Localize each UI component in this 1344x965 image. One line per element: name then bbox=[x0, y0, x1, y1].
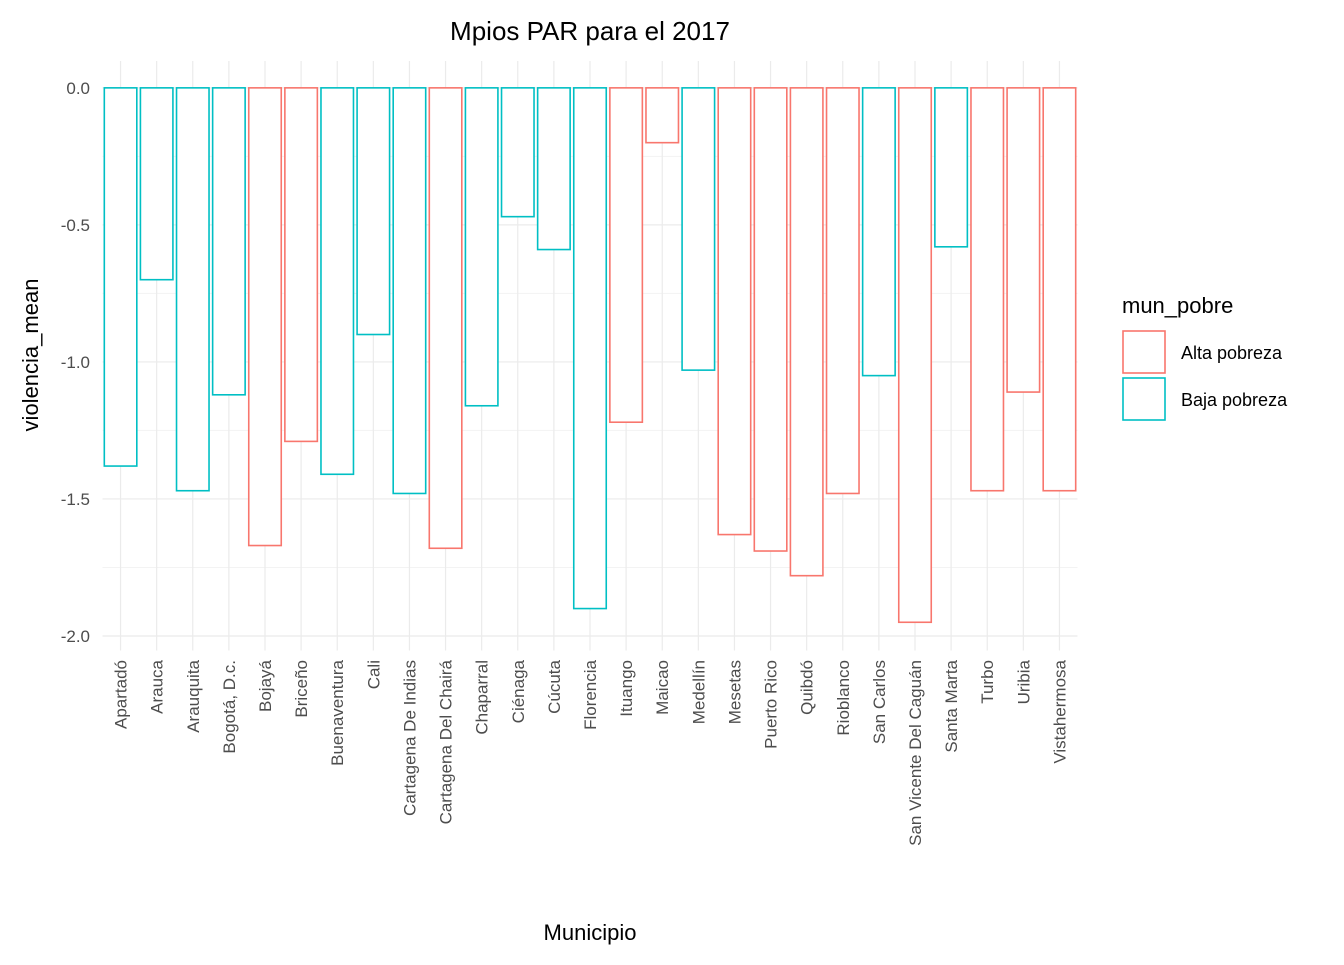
x-tick-label: Cartagena Del Chairá bbox=[437, 659, 456, 824]
y-tick-label: 0.0 bbox=[66, 79, 90, 98]
x-tick-label: Arauquita bbox=[184, 659, 203, 732]
x-tick-label: Ciénaga bbox=[509, 659, 528, 723]
x-tick-label: San Vicente Del Caguán bbox=[906, 660, 925, 846]
x-tick-label: Turbo bbox=[978, 660, 997, 704]
chart-title: Mpios PAR para el 2017 bbox=[450, 16, 730, 46]
bar bbox=[320, 87, 355, 476]
x-tick-label: Chaparral bbox=[473, 660, 492, 735]
bar bbox=[970, 87, 1005, 492]
x-tick-label: Medellín bbox=[689, 660, 708, 724]
bar bbox=[464, 87, 499, 407]
bar bbox=[139, 87, 174, 281]
x-tick-label: Bogotá, D.c. bbox=[220, 660, 239, 754]
x-tick-label: Briceño bbox=[292, 660, 311, 718]
bar bbox=[717, 87, 752, 536]
x-tick-label: Mesetas bbox=[725, 660, 744, 724]
x-tick-label: Bojayá bbox=[256, 659, 275, 712]
bar bbox=[645, 87, 680, 144]
x-tick-label: Ituango bbox=[617, 660, 636, 717]
bar bbox=[211, 87, 246, 396]
x-tick-label: Rioblanco bbox=[834, 660, 853, 736]
x-tick-label: San Carlos bbox=[870, 660, 889, 744]
legend-title: mun_pobre bbox=[1122, 293, 1233, 318]
x-tick-label: Vistahermosa bbox=[1050, 659, 1069, 763]
bar bbox=[175, 87, 210, 492]
x-tick-label: Cartagena De Indias bbox=[400, 660, 419, 816]
bar bbox=[392, 87, 427, 495]
bar bbox=[247, 87, 283, 547]
x-tick-label: Buenaventura bbox=[328, 659, 347, 765]
bar bbox=[897, 87, 933, 624]
x-tick-label: Cali bbox=[364, 660, 383, 689]
x-tick-label: Apartadó bbox=[112, 660, 131, 729]
x-axis-title: Municipio bbox=[544, 920, 637, 945]
legend-key bbox=[1122, 377, 1166, 421]
bar bbox=[681, 87, 716, 371]
x-tick-label: Maicao bbox=[653, 660, 672, 715]
bar bbox=[825, 87, 860, 495]
bar bbox=[356, 87, 391, 336]
legend-label: Alta pobreza bbox=[1181, 343, 1283, 363]
bar bbox=[572, 87, 608, 610]
x-tick-label: Cúcuta bbox=[545, 659, 564, 713]
bar bbox=[500, 87, 535, 218]
bar bbox=[861, 87, 896, 377]
bar bbox=[103, 87, 138, 467]
x-tick-label: Uribia bbox=[1014, 659, 1033, 704]
bar bbox=[1042, 87, 1077, 492]
x-tick-label: Puerto Rico bbox=[762, 660, 781, 749]
y-tick-label: -1.5 bbox=[61, 490, 90, 509]
y-tick-label: -2.0 bbox=[61, 627, 90, 646]
bar bbox=[753, 87, 788, 552]
legend-label: Baja pobreza bbox=[1181, 390, 1288, 410]
bar bbox=[934, 87, 969, 248]
bar bbox=[428, 87, 463, 550]
y-tick-label: -0.5 bbox=[61, 216, 90, 235]
bar bbox=[284, 87, 319, 443]
x-tick-label: Santa Marta bbox=[942, 659, 961, 752]
bar bbox=[609, 87, 644, 424]
y-axis-title: violencia_mean bbox=[18, 279, 43, 432]
bar bbox=[789, 87, 824, 577]
y-tick-label: -1.0 bbox=[61, 353, 90, 372]
x-tick-label: Arauca bbox=[148, 659, 167, 713]
legend-key bbox=[1122, 330, 1166, 374]
x-tick-label: Florencia bbox=[581, 659, 600, 729]
bar bbox=[1006, 87, 1041, 393]
x-tick-label: Quibdó bbox=[798, 660, 817, 715]
bar bbox=[536, 87, 571, 251]
